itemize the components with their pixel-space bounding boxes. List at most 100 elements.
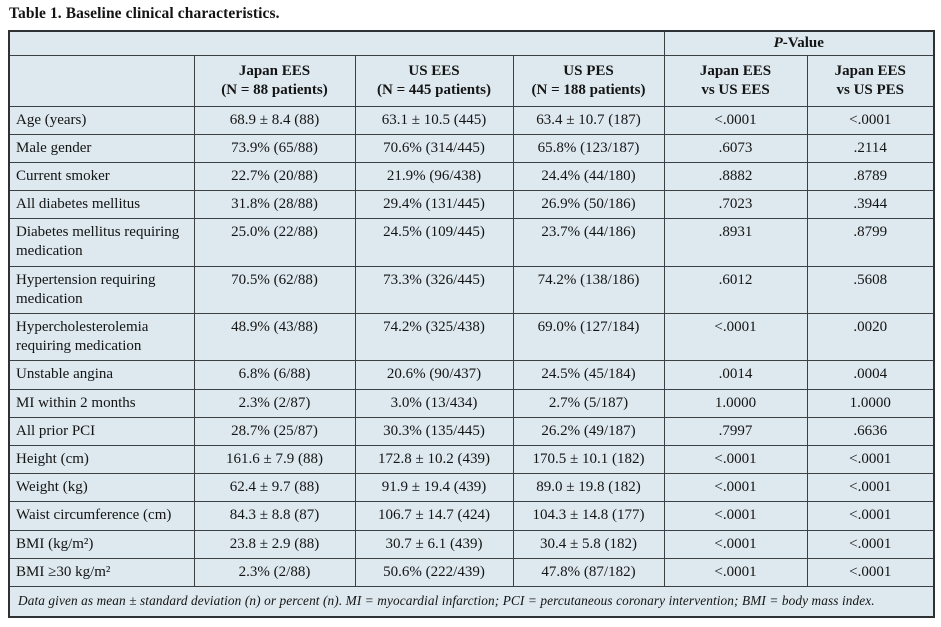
cell-japan-ees: 62.4 ± 9.7 (88) — [193, 473, 356, 503]
cell-p-japan-vs-us-pes: <.0001 — [806, 557, 935, 587]
cell-japan-ees: 25.0% (22/88) — [193, 218, 356, 267]
cell-us-pes: 30.4 ± 5.8 (182) — [512, 529, 665, 559]
cell-us-pes: 23.7% (44/186) — [512, 218, 665, 267]
cell-us-ees: 30.7 ± 6.1 (439) — [354, 529, 514, 559]
pvalue-header-cell: P-Value — [663, 30, 935, 56]
column-header-us-ees: US EES (N = 445 patients) — [354, 55, 514, 107]
cell-p-japan-vs-us-pes: <.0001 — [806, 105, 935, 135]
column-header-p-japan-vs-us-pes: Japan EES vs US PES — [806, 55, 935, 107]
row-label: MI within 2 months — [8, 388, 195, 418]
cell-p-japan-vs-us-pes: <.0001 — [806, 529, 935, 559]
pvalue-label-rest: -Value — [782, 35, 824, 51]
table-footnote: Data given as mean ± standard deviation … — [8, 585, 935, 618]
table-row: Unstable angina 6.8% (6/88) 20.6% (90/43… — [8, 360, 935, 390]
cell-p-japan-vs-us-ees: .6012 — [663, 265, 808, 315]
cell-us-pes: 65.8% (123/187) — [512, 133, 665, 163]
table-row: MI within 2 months 2.3% (2/87) 3.0% (13/… — [8, 388, 935, 418]
row-label: Hypercholesterolemia requiring medicatio… — [8, 312, 195, 362]
cell-japan-ees: 31.8% (28/88) — [193, 190, 356, 220]
cell-p-japan-vs-us-pes: <.0001 — [806, 473, 935, 503]
cell-p-japan-vs-us-pes: <.0001 — [806, 444, 935, 475]
cell-japan-ees: 70.5% (62/88) — [193, 265, 356, 315]
cell-us-pes: 63.4 ± 10.7 (187) — [512, 105, 665, 135]
cell-p-japan-vs-us-ees: .8882 — [663, 161, 808, 192]
cell-us-pes: 26.9% (50/186) — [512, 190, 665, 220]
row-label: BMI ≥30 kg/m² — [8, 557, 195, 587]
cell-us-ees: 91.9 ± 19.4 (439) — [354, 473, 514, 503]
cell-us-pes: 104.3 ± 14.8 (177) — [512, 501, 665, 531]
cell-p-japan-vs-us-ees: <.0001 — [663, 473, 808, 503]
cell-p-japan-vs-us-pes: .8789 — [806, 161, 935, 192]
cell-japan-ees: 2.3% (2/88) — [193, 557, 356, 587]
column-header-japan-ees: Japan EES (N = 88 patients) — [193, 55, 356, 107]
cell-japan-ees: 73.9% (65/88) — [193, 133, 356, 163]
row-label: Unstable angina — [8, 360, 195, 390]
cell-us-ees: 63.1 ± 10.5 (445) — [354, 105, 514, 135]
cell-us-ees: 24.5% (109/445) — [354, 218, 514, 267]
table-row: Hypertension requiring medication 70.5% … — [8, 265, 935, 315]
row-label: BMI (kg/m²) — [8, 529, 195, 559]
cell-p-japan-vs-us-ees: <.0001 — [663, 501, 808, 531]
row-label: All diabetes mellitus — [8, 190, 195, 220]
cell-japan-ees: 2.3% (2/87) — [193, 388, 356, 418]
row-label: Age (years) — [8, 105, 195, 135]
cell-p-japan-vs-us-ees: <.0001 — [663, 105, 808, 135]
row-label: Waist circumference (cm) — [8, 501, 195, 531]
row-label: Male gender — [8, 133, 195, 163]
table-row: All prior PCI 28.7% (25/87) 30.3% (135/4… — [8, 416, 935, 446]
footnote-row: Data given as mean ± standard deviation … — [8, 585, 935, 618]
row-label: Height (cm) — [8, 444, 195, 475]
row-label: Hypertension requiring medication — [8, 265, 195, 315]
cell-p-japan-vs-us-pes: .0004 — [806, 360, 935, 390]
cell-p-japan-vs-us-ees: <.0001 — [663, 557, 808, 587]
cell-japan-ees: 28.7% (25/87) — [193, 416, 356, 446]
pvalue-label-italic-p: P — [773, 35, 783, 51]
table-row: Weight (kg) 62.4 ± 9.7 (88) 91.9 ± 19.4 … — [8, 473, 935, 503]
cell-p-japan-vs-us-pes: <.0001 — [806, 501, 935, 531]
table-row: BMI (kg/m²) 23.8 ± 2.9 (88) 30.7 ± 6.1 (… — [8, 529, 935, 559]
table-row: Age (years) 68.9 ± 8.4 (88) 63.1 ± 10.5 … — [8, 105, 935, 135]
cell-p-japan-vs-us-pes: .5608 — [806, 265, 935, 315]
table-row: Waist circumference (cm) 84.3 ± 8.8 (87)… — [8, 501, 935, 531]
table-header: P-Value Japan EES (N = 88 patients) US E… — [8, 30, 935, 107]
cell-us-ees: 21.9% (96/438) — [354, 161, 514, 192]
cell-us-pes: 24.4% (44/180) — [512, 161, 665, 192]
cell-us-pes: 26.2% (49/187) — [512, 416, 665, 446]
cell-p-japan-vs-us-ees: .7023 — [663, 190, 808, 220]
row-label: Weight (kg) — [8, 473, 195, 503]
cell-p-japan-vs-us-ees: <.0001 — [663, 529, 808, 559]
cell-japan-ees: 161.6 ± 7.9 (88) — [193, 444, 356, 475]
table-footer: Data given as mean ± standard deviation … — [8, 585, 935, 618]
cell-japan-ees: 6.8% (6/88) — [193, 360, 356, 390]
cell-japan-ees: 48.9% (43/88) — [193, 312, 356, 362]
table-row: Diabetes mellitus requiring medication 2… — [8, 218, 935, 267]
row-label: All prior PCI — [8, 416, 195, 446]
table-row: Current smoker 22.7% (20/88) 21.9% (96/4… — [8, 161, 935, 192]
cell-p-japan-vs-us-ees: .6073 — [663, 133, 808, 163]
cell-us-ees: 50.6% (222/439) — [354, 557, 514, 587]
empty-header-cell — [8, 30, 665, 56]
empty-label-header-cell — [8, 55, 195, 107]
cell-p-japan-vs-us-pes: .3944 — [806, 190, 935, 220]
cell-p-japan-vs-us-pes: .0020 — [806, 312, 935, 362]
table-row: Male gender 73.9% (65/88) 70.6% (314/445… — [8, 133, 935, 163]
table-title: Table 1. Baseline clinical characteristi… — [9, 5, 280, 22]
row-label: Current smoker — [8, 161, 195, 192]
cell-us-pes: 2.7% (5/187) — [512, 388, 665, 418]
cell-japan-ees: 22.7% (20/88) — [193, 161, 356, 192]
cell-p-japan-vs-us-ees: <.0001 — [663, 444, 808, 475]
cell-p-japan-vs-us-ees: .8931 — [663, 218, 808, 267]
cell-us-ees: 70.6% (314/445) — [354, 133, 514, 163]
row-label: Diabetes mellitus requiring medication — [8, 218, 195, 267]
cell-p-japan-vs-us-ees: 1.0000 — [663, 388, 808, 418]
table-row: All diabetes mellitus 31.8% (28/88) 29.4… — [8, 190, 935, 220]
cell-us-pes: 170.5 ± 10.1 (182) — [512, 444, 665, 475]
cell-p-japan-vs-us-pes: .8799 — [806, 218, 935, 267]
cell-p-japan-vs-us-ees: .7997 — [663, 416, 808, 446]
column-header-p-japan-vs-us-ees: Japan EES vs US EES — [663, 55, 808, 107]
cell-p-japan-vs-us-ees: .0014 — [663, 360, 808, 390]
cell-us-pes: 24.5% (45/184) — [512, 360, 665, 390]
table-row: Height (cm) 161.6 ± 7.9 (88) 172.8 ± 10.… — [8, 444, 935, 475]
pvalue-header-row: P-Value — [8, 30, 935, 56]
